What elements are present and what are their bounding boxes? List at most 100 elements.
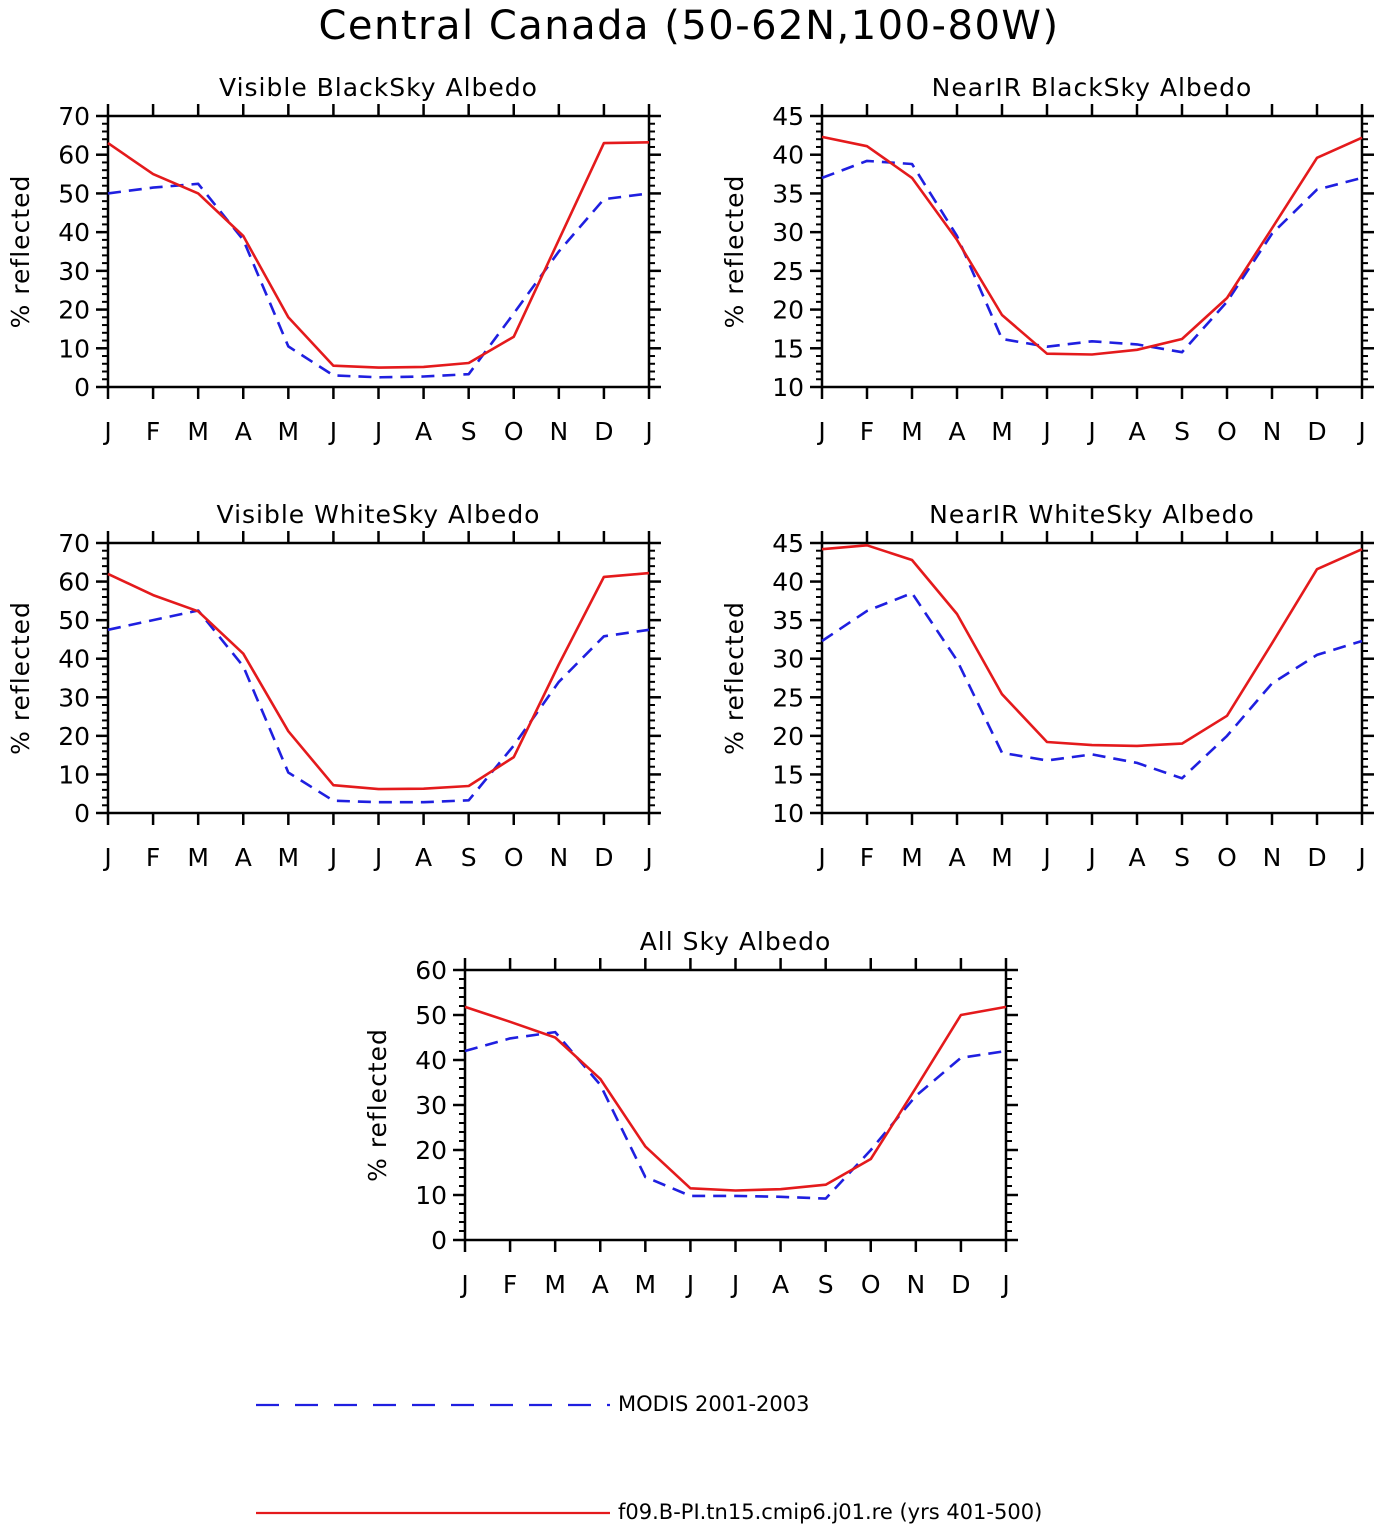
- x-tick-label: F: [146, 843, 160, 872]
- x-tick-label: A: [772, 1270, 789, 1299]
- y-tick-label: 50: [58, 179, 90, 208]
- x-tick-label: J: [816, 843, 825, 872]
- y-axis-label: % reflected: [363, 1028, 392, 1182]
- series-line-model: [107, 571, 650, 791]
- y-tick-label: 30: [58, 257, 90, 286]
- chart-5: All Sky Albedo % reflected 0 10 20 30 40 50 60 J F…: [363, 927, 1018, 1299]
- y-tick-label: 20: [772, 296, 804, 325]
- x-tick-label: O: [861, 1270, 881, 1299]
- y-tick-label: 25: [772, 683, 804, 712]
- y-tick-label: 25: [772, 257, 804, 286]
- y-tick-label: 10: [58, 334, 90, 363]
- x-tick-label: M: [635, 1270, 657, 1299]
- y-tick-label: 50: [415, 1001, 447, 1030]
- series-line-model: [821, 135, 1363, 356]
- panel-title: NearIR WhiteSky Albedo: [929, 500, 1255, 529]
- chart-3: Visible WhiteSky Albedo % reflected 0 10 20 3…: [6, 500, 661, 872]
- series-line-obs: [821, 159, 1363, 354]
- x-tick-label: A: [235, 417, 252, 446]
- y-axis-label: % reflected: [720, 175, 749, 329]
- x-tick-label: N: [549, 417, 568, 446]
- plot-frame: [106, 541, 651, 815]
- x-tick-label: J: [643, 843, 652, 872]
- x-tick-label: N: [1263, 843, 1282, 872]
- y-tick-label: 60: [415, 956, 447, 985]
- x-tick-label: S: [1174, 417, 1190, 446]
- series-line-model: [821, 543, 1363, 748]
- x-tick-label: D: [1307, 843, 1326, 872]
- main-title: Central Canada (50-62N,100-80W): [318, 3, 1060, 49]
- x-tick-label: J: [328, 843, 337, 872]
- x-tick-label: A: [1128, 417, 1145, 446]
- x-tick-label: J: [730, 1270, 739, 1299]
- x-tick-label: D: [594, 417, 613, 446]
- y-tick-label: 40: [772, 568, 804, 597]
- x-tick-label: A: [415, 417, 432, 446]
- y-axis-label: % reflected: [720, 601, 749, 755]
- y-tick-label: 20: [58, 722, 90, 751]
- x-tick-label: D: [951, 1270, 970, 1299]
- x-tick-label: A: [592, 1270, 609, 1299]
- series-line-obs: [107, 182, 650, 379]
- x-tick-label: J: [102, 843, 111, 872]
- x-tick-label: S: [461, 417, 477, 446]
- chart-4: NearIR WhiteSky Albedo % reflected 10 15 20 2…: [720, 500, 1374, 872]
- series-line-model: [464, 1005, 1007, 1192]
- series-line-obs: [821, 591, 1363, 780]
- x-tick-label: M: [991, 843, 1013, 872]
- chart-2: NearIR BlackSky Albedo % reflected 10 15 20 2…: [720, 73, 1374, 446]
- y-tick-label: 70: [58, 529, 90, 558]
- x-tick-label: J: [328, 417, 337, 446]
- x-tick-label: J: [1000, 1270, 1009, 1299]
- panel-title: Visible BlackSky Albedo: [219, 73, 538, 102]
- x-tick-label: F: [860, 843, 874, 872]
- x-tick-label: S: [461, 843, 477, 872]
- x-tick-label: N: [1263, 417, 1282, 446]
- x-tick-label: O: [504, 843, 524, 872]
- x-tick-label: M: [278, 843, 300, 872]
- panel-title: Visible WhiteSky Albedo: [217, 500, 541, 529]
- x-tick-label: M: [901, 417, 923, 446]
- x-tick-label: A: [948, 843, 965, 872]
- plot-frame: [820, 114, 1364, 389]
- y-tick-label: 40: [772, 141, 804, 170]
- y-tick-label: 35: [772, 606, 804, 635]
- x-tick-label: O: [504, 417, 524, 446]
- x-tick-label: F: [146, 417, 160, 446]
- x-tick-label: A: [235, 843, 252, 872]
- legend: [256, 1403, 610, 1515]
- x-tick-label: A: [415, 843, 432, 872]
- y-tick-label: 0: [74, 373, 90, 402]
- y-tick-label: 15: [772, 760, 804, 789]
- x-tick-label: J: [1086, 417, 1095, 446]
- y-tick-label: 60: [58, 141, 90, 170]
- x-tick-label: J: [373, 417, 382, 446]
- x-tick-label: J: [1356, 843, 1365, 872]
- x-tick-label: S: [818, 1270, 834, 1299]
- x-tick-label: D: [1307, 417, 1326, 446]
- y-tick-label: 45: [772, 529, 804, 558]
- x-tick-label: A: [948, 417, 965, 446]
- x-tick-label: J: [373, 843, 382, 872]
- x-tick-label: J: [685, 1270, 694, 1299]
- y-tick-label: 0: [74, 799, 90, 828]
- y-tick-label: 0: [431, 1226, 447, 1255]
- y-tick-label: 10: [772, 373, 804, 402]
- y-tick-label: 40: [415, 1046, 447, 1075]
- x-tick-label: J: [643, 417, 652, 446]
- x-tick-label: N: [906, 1270, 925, 1299]
- y-tick-label: 20: [772, 722, 804, 751]
- x-tick-label: J: [1041, 843, 1050, 872]
- y-tick-label: 10: [415, 1181, 447, 1210]
- x-tick-label: F: [860, 417, 874, 446]
- series-line-model: [107, 141, 650, 369]
- x-tick-label: J: [1086, 843, 1095, 872]
- x-tick-label: M: [991, 417, 1013, 446]
- x-tick-label: F: [503, 1270, 517, 1299]
- panel-title: NearIR BlackSky Albedo: [932, 73, 1253, 102]
- y-tick-label: 35: [772, 179, 804, 208]
- x-tick-label: M: [544, 1270, 566, 1299]
- plot-frame: [463, 968, 1008, 1242]
- x-tick-label: M: [901, 843, 923, 872]
- y-tick-label: 15: [772, 334, 804, 363]
